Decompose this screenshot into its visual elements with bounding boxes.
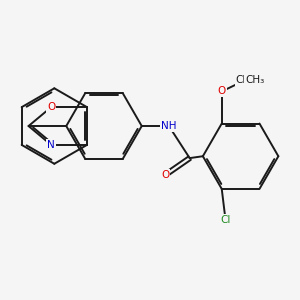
Text: CH₃: CH₃ bbox=[245, 75, 264, 85]
Text: Cl: Cl bbox=[220, 215, 231, 225]
Text: NH: NH bbox=[161, 121, 177, 131]
Text: N: N bbox=[47, 140, 55, 150]
Text: O: O bbox=[218, 86, 226, 97]
Text: O: O bbox=[161, 170, 169, 180]
Text: O: O bbox=[47, 102, 55, 112]
Text: CH₃: CH₃ bbox=[236, 75, 255, 85]
